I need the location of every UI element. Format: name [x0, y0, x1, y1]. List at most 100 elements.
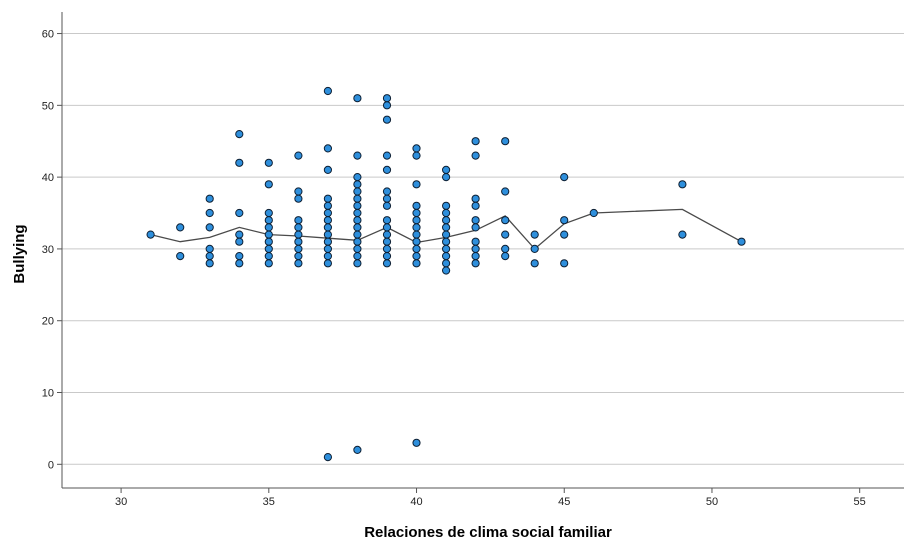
data-point [442, 208, 451, 218]
x-tick-label: 55 [854, 496, 866, 508]
x-tick-label: 30 [115, 496, 127, 508]
data-point [382, 201, 392, 210]
data-point [323, 252, 332, 261]
data-point [353, 445, 362, 454]
data-point [412, 208, 421, 218]
data-point [294, 151, 303, 160]
data-point [382, 216, 392, 225]
data-point [294, 216, 303, 225]
x-axis-title: Relaciones de clima social familiar [364, 524, 612, 541]
data-point [205, 223, 214, 232]
x-tick-label: 35 [263, 496, 275, 508]
data-point [382, 94, 392, 103]
data-point [235, 237, 244, 246]
data-point [176, 252, 185, 261]
data-point [353, 237, 362, 246]
data-point [353, 208, 362, 218]
data-point [353, 180, 362, 189]
y-axis-title: Bullying [11, 224, 28, 283]
data-point [205, 208, 214, 218]
data-point [442, 252, 451, 261]
data-point [353, 201, 362, 210]
data-point [382, 187, 392, 196]
data-point [353, 187, 362, 196]
data-point [412, 144, 421, 153]
y-tick-label: 50 [42, 100, 54, 112]
data-point [530, 230, 539, 239]
data-point [471, 137, 480, 146]
x-tick-label: 45 [558, 496, 570, 508]
data-point [323, 208, 332, 218]
data-point [471, 216, 480, 225]
data-point [264, 158, 273, 167]
data-point [353, 173, 362, 182]
y-tick-label: 40 [42, 172, 54, 184]
data-point [412, 259, 421, 268]
data-point [353, 151, 362, 160]
data-point [501, 187, 510, 196]
data-point [442, 244, 451, 253]
data-point [382, 244, 392, 253]
data-point [264, 230, 273, 239]
data-point [412, 223, 421, 232]
data-point [294, 230, 303, 239]
data-point [560, 216, 569, 225]
data-point [442, 230, 451, 239]
data-point [323, 244, 332, 253]
data-point [382, 223, 392, 232]
data-point [442, 237, 451, 246]
data-point [560, 230, 569, 239]
data-point [382, 259, 392, 268]
y-tick-label: 20 [42, 316, 54, 328]
data-point [353, 252, 362, 261]
data-point [353, 194, 362, 203]
data-point [530, 244, 539, 253]
data-point [471, 223, 480, 232]
data-point [412, 180, 421, 189]
data-point [294, 194, 303, 203]
data-point [353, 244, 362, 253]
data-point [412, 230, 421, 239]
data-point [294, 244, 303, 253]
data-point [205, 252, 214, 261]
data-point [501, 230, 510, 239]
data-point [471, 151, 480, 160]
data-point [442, 216, 451, 225]
data-point [264, 259, 273, 268]
data-point [264, 252, 273, 261]
data-point [412, 216, 421, 225]
y-tick-label: 0 [48, 459, 54, 471]
axes [57, 12, 904, 493]
data-point [264, 208, 273, 218]
data-point [560, 259, 569, 268]
data-point [442, 173, 451, 182]
data-point [235, 230, 244, 239]
data-point [205, 259, 214, 268]
data-point [176, 223, 185, 232]
y-tick-label: 30 [42, 244, 54, 256]
data-point [382, 237, 392, 246]
data-point [294, 259, 303, 268]
data-point [442, 201, 451, 210]
data-point [412, 201, 421, 210]
data-point [205, 194, 214, 203]
data-point [323, 237, 332, 246]
data-point [146, 230, 155, 239]
data-point [382, 194, 392, 203]
data-point [323, 453, 332, 462]
data-point [530, 259, 539, 268]
data-point [235, 130, 244, 139]
data-points [146, 86, 746, 462]
data-point [501, 216, 510, 225]
grid-lines [62, 33, 904, 465]
data-point [294, 223, 303, 232]
data-point [323, 259, 332, 268]
data-point [678, 230, 687, 239]
data-point [353, 94, 362, 103]
fit-line-layer [150, 208, 742, 250]
data-point [323, 86, 332, 96]
data-point [471, 201, 480, 210]
data-point [501, 137, 510, 146]
data-point [235, 259, 244, 268]
data-point [264, 180, 273, 189]
